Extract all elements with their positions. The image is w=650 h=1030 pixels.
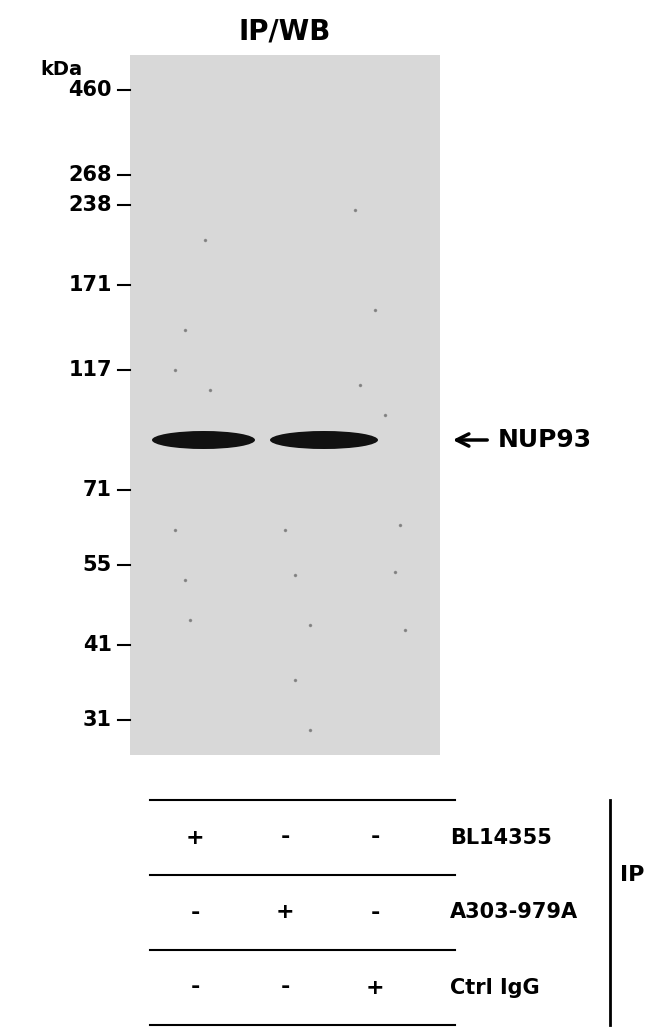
- Text: -: -: [280, 977, 290, 997]
- Text: +: +: [366, 977, 384, 997]
- Text: NUP93: NUP93: [498, 428, 592, 452]
- Text: kDa: kDa: [40, 60, 82, 79]
- Text: -: -: [280, 827, 290, 848]
- Text: 268: 268: [68, 165, 112, 185]
- Text: +: +: [276, 902, 294, 923]
- Text: +: +: [186, 827, 204, 848]
- Text: 31: 31: [83, 710, 112, 730]
- Text: 171: 171: [68, 275, 112, 295]
- Ellipse shape: [152, 431, 255, 449]
- Text: 55: 55: [83, 555, 112, 575]
- Text: 117: 117: [68, 360, 112, 380]
- Bar: [130, 55, 440, 755]
- Text: 41: 41: [83, 636, 112, 655]
- Text: Ctrl IgG: Ctrl IgG: [450, 977, 540, 997]
- Text: 238: 238: [68, 195, 112, 215]
- Text: A303-979A: A303-979A: [450, 902, 578, 923]
- Text: -: -: [190, 977, 200, 997]
- Text: 460: 460: [68, 80, 112, 100]
- Text: BL14355: BL14355: [450, 827, 552, 848]
- Ellipse shape: [270, 431, 378, 449]
- Text: 71: 71: [83, 480, 112, 500]
- Text: -: -: [190, 902, 200, 923]
- Text: IP: IP: [620, 865, 644, 885]
- Text: -: -: [370, 827, 380, 848]
- Text: IP/WB: IP/WB: [239, 18, 332, 46]
- Text: -: -: [370, 902, 380, 923]
